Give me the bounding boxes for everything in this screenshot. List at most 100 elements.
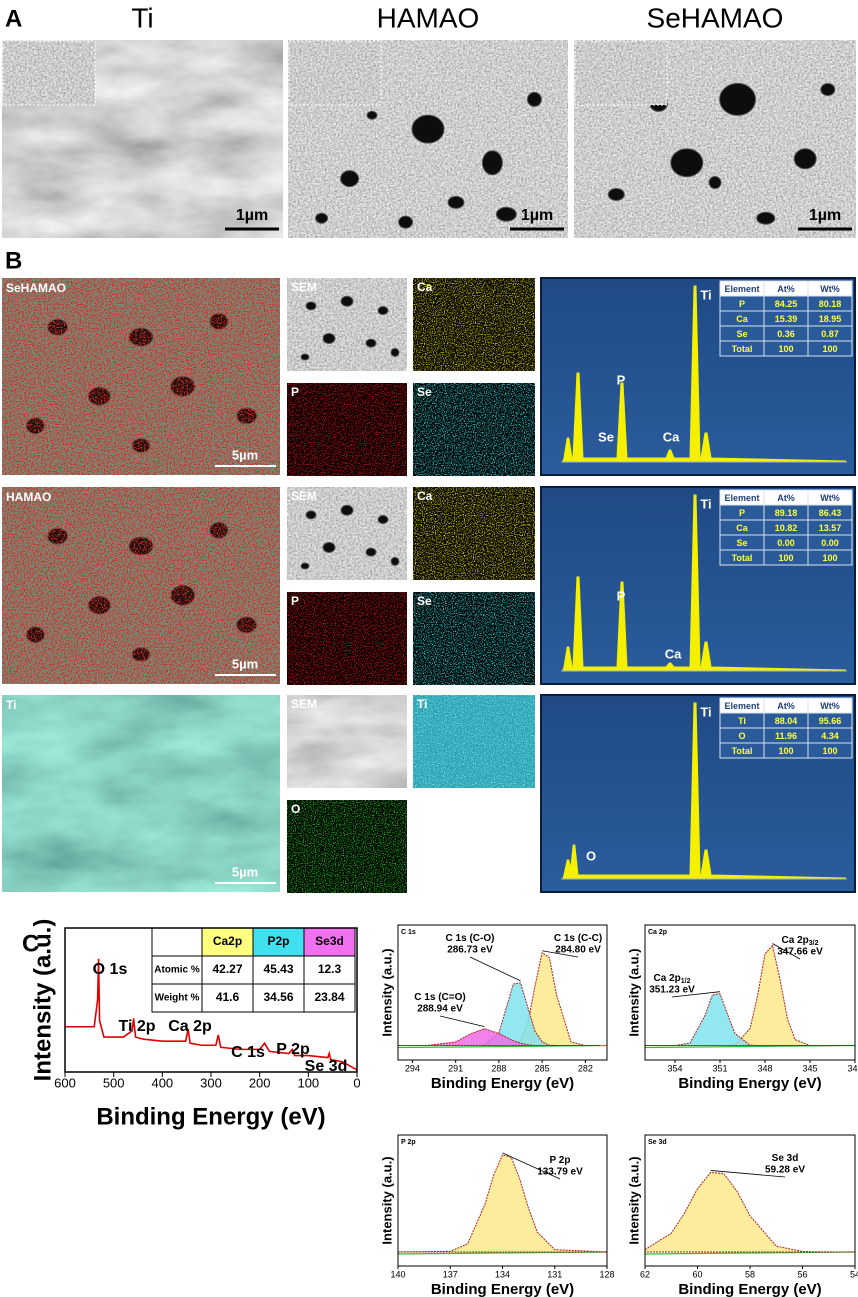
- table-text: 86.43: [819, 508, 842, 518]
- panel-title: C 1s: [401, 929, 416, 936]
- pore: [526, 91, 542, 107]
- map-label: SEM: [291, 280, 317, 294]
- inset-frame: [574, 40, 668, 106]
- table-text: Wt%: [820, 493, 840, 503]
- map-label: Se: [417, 385, 432, 399]
- scale-bar-label: 1µm: [521, 207, 553, 224]
- peak-label: P 2p: [276, 1041, 310, 1058]
- pore: [447, 195, 465, 209]
- table-text: Wt%: [820, 284, 840, 294]
- map-speckle: [413, 383, 535, 476]
- pore: [305, 510, 317, 520]
- table-text: 100: [822, 344, 837, 354]
- table-row-label: Weight %: [155, 993, 200, 1004]
- inset-frame: [2, 40, 96, 106]
- peak-label: Ti: [700, 704, 711, 719]
- peak-annotation-value: 288.94 eV: [417, 1004, 463, 1015]
- component-peak: [644, 1171, 855, 1253]
- table-text: Total: [732, 344, 753, 354]
- scale-bar-label: 1µm: [236, 207, 268, 224]
- peak-annotation: C 1s (C=O): [414, 992, 465, 1003]
- pore: [340, 295, 354, 307]
- map-speckle: [413, 278, 535, 371]
- y-axis-title: Intensity (a.u.): [626, 1156, 641, 1244]
- table-text: P: [739, 299, 745, 309]
- table-text: 80.18: [819, 299, 842, 309]
- table-text: 100: [822, 746, 837, 756]
- x-tick-label: 137: [443, 1269, 458, 1279]
- table-text: 89.18: [775, 508, 798, 518]
- image-title: Ti: [131, 2, 153, 33]
- table-value: 45.43: [263, 962, 293, 976]
- annotation-text: C 1s (C-C): [554, 933, 602, 944]
- annotation-arrow: [772, 943, 801, 960]
- map-speckle: [2, 278, 280, 475]
- x-axis-title: Binding Energy (eV): [96, 1103, 325, 1130]
- chart: C 1s (C-C)284.80 eV C 1s (C-O)286.73 eV C …: [379, 924, 608, 1092]
- eds-spectrum: [562, 494, 847, 671]
- x-tick-label: 342: [847, 1063, 858, 1073]
- peak-label: Ca: [665, 646, 682, 661]
- annotation-text: Ca 2p: [782, 935, 809, 946]
- table-text: 15.39: [775, 314, 798, 324]
- table-text: Ca: [736, 314, 748, 324]
- table-text: Ca: [736, 523, 748, 533]
- map-label: Ca: [417, 489, 433, 503]
- y-axis-title: Intensity (a.u.): [379, 948, 394, 1036]
- x-tick-label: 500: [103, 1075, 125, 1090]
- map-label: O: [291, 802, 300, 816]
- table-text: 100: [822, 553, 837, 563]
- table-text: 84.25: [775, 299, 798, 309]
- sem-tile: [287, 695, 407, 788]
- plot-frame: [644, 924, 856, 1061]
- table-text: Total: [732, 746, 753, 756]
- table-corner: [151, 927, 203, 957]
- table-text: At%: [777, 493, 795, 503]
- table-text: 88.04: [775, 716, 798, 726]
- peak-annotation: Ca 2p3/2: [782, 935, 819, 947]
- table-cell: [807, 742, 853, 759]
- peak-label: Ti: [700, 287, 711, 302]
- map-label: HAMAO: [6, 490, 51, 504]
- component-peak: [645, 993, 855, 1047]
- pore: [481, 150, 503, 176]
- table-text: At%: [777, 701, 795, 711]
- scale-bar-label: 5µm: [232, 447, 258, 462]
- map-speckle: [287, 383, 407, 476]
- sem-image: 1µm: [574, 40, 856, 238]
- annotation-text: Se 3d: [772, 1153, 799, 1164]
- map-speckle: [413, 487, 535, 580]
- table-value: 41.6: [216, 990, 240, 1004]
- x-tick-label: 400: [151, 1075, 173, 1090]
- panel-title: Se 3d: [648, 1139, 667, 1146]
- x-tick-label: 128: [599, 1269, 614, 1279]
- sem-image: 1µm: [2, 40, 283, 238]
- peak-label: P: [617, 588, 626, 603]
- x-tick-label: 348: [757, 1063, 772, 1073]
- pore: [495, 206, 517, 222]
- panel-label: A: [5, 5, 22, 32]
- x-tick-label: 140: [390, 1269, 405, 1279]
- table-text: Total: [732, 553, 753, 563]
- eds-spectrum: [562, 285, 847, 462]
- x-tick-label: 200: [249, 1075, 271, 1090]
- inset: [3, 41, 95, 105]
- map-speckle: [413, 695, 535, 788]
- annotation-text: Ca 2p: [654, 973, 681, 984]
- eds-row: HAMAO 5µm SEM Ca P Se Ti P Ca Element At% Wt% P 89.18…: [2, 486, 856, 685]
- table-header: Se3d: [315, 934, 344, 948]
- table-value: 12.3: [318, 962, 342, 976]
- table-row-label: Atomic %: [154, 965, 200, 976]
- table-cell: [252, 983, 305, 1013]
- peak-annotation: Se 3d: [772, 1153, 799, 1164]
- peak-label: O: [586, 848, 596, 863]
- table-text: 100: [778, 553, 793, 563]
- table-text: Element: [724, 701, 759, 711]
- peak-label: P: [617, 372, 626, 387]
- x-tick-label: 0: [353, 1075, 360, 1090]
- annotation-arrow: [469, 956, 521, 982]
- table-text: 100: [778, 746, 793, 756]
- image-title: HAMAO: [377, 2, 480, 33]
